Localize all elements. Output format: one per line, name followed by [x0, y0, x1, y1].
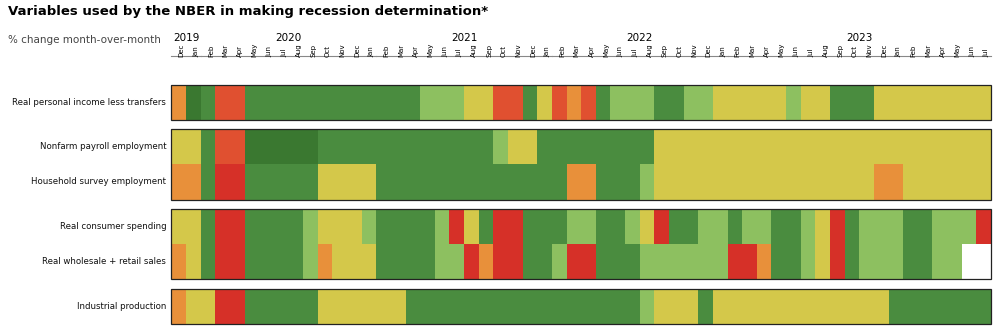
Text: Feb: Feb — [735, 45, 741, 57]
Text: 2020: 2020 — [275, 33, 302, 43]
Text: Jan: Jan — [193, 47, 199, 57]
Text: Nov: Nov — [691, 44, 697, 57]
Text: Oct: Oct — [501, 45, 507, 57]
Text: Jul: Jul — [984, 49, 990, 57]
Text: Nonfarm payroll employment: Nonfarm payroll employment — [40, 142, 166, 151]
Text: Nov: Nov — [867, 44, 872, 57]
Text: Apr: Apr — [764, 45, 770, 57]
Text: Jan: Jan — [545, 47, 551, 57]
Text: 2022: 2022 — [626, 33, 653, 43]
Text: Household survey employment: Household survey employment — [31, 177, 166, 187]
Text: Aug: Aug — [296, 44, 302, 57]
Text: Dec: Dec — [355, 44, 361, 57]
Text: Mar: Mar — [222, 44, 228, 57]
Text: Mar: Mar — [574, 44, 580, 57]
Text: Sep: Sep — [661, 44, 667, 57]
Text: Apr: Apr — [940, 45, 946, 57]
Text: May: May — [427, 43, 433, 57]
Text: 2019: 2019 — [172, 33, 199, 43]
Text: May: May — [954, 43, 960, 57]
Text: May: May — [604, 43, 610, 57]
Text: Dec: Dec — [530, 44, 536, 57]
Text: Jul: Jul — [808, 49, 814, 57]
Text: Jan: Jan — [895, 47, 901, 57]
Text: Mar: Mar — [925, 44, 931, 57]
Text: Real consumer spending: Real consumer spending — [60, 222, 166, 231]
Text: Aug: Aug — [823, 44, 829, 57]
Text: Real wholesale + retail sales: Real wholesale + retail sales — [43, 257, 166, 266]
Text: 2021: 2021 — [451, 33, 477, 43]
Text: Jun: Jun — [794, 46, 800, 57]
Text: Feb: Feb — [208, 45, 214, 57]
Text: Feb: Feb — [383, 45, 389, 57]
Text: 2023: 2023 — [846, 33, 872, 43]
Text: May: May — [252, 43, 258, 57]
Text: Feb: Feb — [910, 45, 916, 57]
Text: Sep: Sep — [486, 44, 492, 57]
Text: Jun: Jun — [618, 46, 623, 57]
Text: Sep: Sep — [311, 44, 317, 57]
Text: Jan: Jan — [720, 47, 726, 57]
Text: Jun: Jun — [969, 46, 975, 57]
Text: Mar: Mar — [398, 44, 404, 57]
Text: Nov: Nov — [515, 44, 521, 57]
Text: Dec: Dec — [705, 44, 711, 57]
Text: Apr: Apr — [412, 45, 419, 57]
Text: Aug: Aug — [471, 44, 477, 57]
Text: Jul: Jul — [281, 49, 287, 57]
Text: Aug: Aug — [647, 44, 653, 57]
Text: Jul: Jul — [457, 49, 463, 57]
Text: Jul: Jul — [632, 49, 638, 57]
Text: Jun: Jun — [442, 46, 448, 57]
Text: Apr: Apr — [237, 45, 243, 57]
Text: Jun: Jun — [267, 46, 273, 57]
Text: Dec: Dec — [881, 44, 887, 57]
Text: Mar: Mar — [750, 44, 756, 57]
Text: Jan: Jan — [369, 47, 374, 57]
Text: Oct: Oct — [852, 45, 858, 57]
Text: Dec: Dec — [178, 44, 184, 57]
Text: Oct: Oct — [676, 45, 682, 57]
Text: Oct: Oct — [325, 45, 331, 57]
Text: May: May — [779, 43, 785, 57]
Text: Apr: Apr — [589, 45, 595, 57]
Text: Sep: Sep — [838, 44, 844, 57]
Text: Industrial production: Industrial production — [77, 301, 166, 311]
Text: Real personal income less transfers: Real personal income less transfers — [13, 98, 166, 107]
Text: % change month-over-month: % change month-over-month — [8, 35, 160, 45]
Text: Feb: Feb — [559, 45, 565, 57]
Text: Variables used by the NBER in making recession determination*: Variables used by the NBER in making rec… — [8, 5, 488, 18]
Text: Nov: Nov — [340, 44, 346, 57]
